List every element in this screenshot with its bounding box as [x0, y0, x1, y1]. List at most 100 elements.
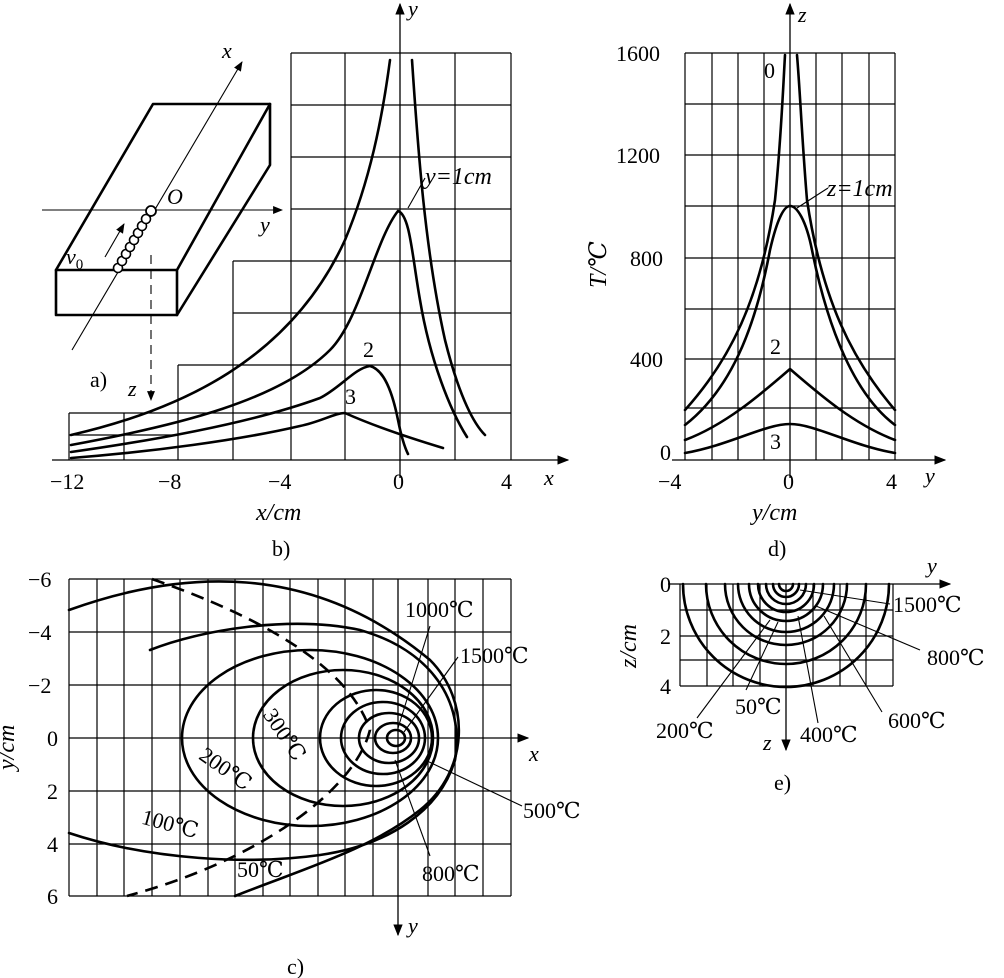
panel-e-label-1500C: 1500℃ — [893, 592, 962, 617]
panel-d-ytick-0: 0 — [660, 440, 671, 465]
isotherm-1000 — [357, 711, 421, 765]
panel-d-curve-label-2: 2 — [770, 334, 781, 359]
panel-e-isotherm-50 — [681, 582, 891, 689]
panel-b-label-leader — [407, 177, 426, 209]
panel-d-curve-label-z1: z=1cm — [826, 176, 893, 202]
panel-d-ytick-1200: 1200 — [616, 143, 660, 168]
panel-a-x-label: x — [221, 38, 232, 63]
panel-e-ylabel: z/cm — [616, 624, 642, 669]
panel-e-isotherm-a — [756, 582, 816, 614]
panel-c-dashed-locus — [126, 577, 372, 898]
panel-e-label-400C: 400℃ — [800, 722, 858, 747]
panel-c-ytick-0: 0 — [47, 726, 58, 751]
panel-e-isotherm-200 — [704, 582, 868, 666]
label-300C: 300℃ — [258, 704, 311, 766]
panel-b-xtick-4: 4 — [501, 469, 512, 494]
panel-a-x-axis — [71, 61, 243, 351]
panel-d-curve-0-left — [683, 53, 787, 412]
panel-c: 1000℃ 1500℃ 300℃ 200℃ 100℃ 50℃ 800℃ 500℃… — [0, 567, 581, 978]
panel-d-xtick-4: 4 — [886, 469, 897, 494]
leader-e-1500 — [799, 589, 891, 605]
panel-c-ytick-6: 6 — [47, 884, 58, 909]
leader-800 — [394, 759, 431, 857]
panel-b-curve-label-3: 3 — [345, 384, 356, 409]
label-1000C: 1000℃ — [405, 597, 474, 622]
panel-d-curve-z1 — [683, 204, 897, 427]
panel-b-xlabel: x/cm — [255, 500, 301, 526]
panel-d-xlabel: y/cm — [750, 500, 797, 526]
panel-d-ytick-400: 400 — [630, 347, 663, 372]
isotherm-200 — [180, 648, 440, 828]
panel-c-y-axis-label: y — [406, 913, 418, 938]
panel-b-curve-y0-right — [410, 58, 487, 437]
panel-b-curve-y0 — [69, 58, 392, 437]
panel-b-curve-y2 — [69, 364, 410, 456]
panel-b-x-axis-label: x — [543, 465, 554, 490]
panel-e-isotherm-core — [777, 582, 795, 593]
label-500C: 500℃ — [523, 798, 581, 823]
panel-d-ytick-1600: 1600 — [616, 41, 660, 66]
weld-bead — [112, 205, 157, 274]
panel-e-ytick-2: 2 — [660, 624, 671, 649]
panel-e-z-axis-label: z — [762, 730, 772, 755]
panel-c-ytick-2: 2 — [47, 779, 58, 804]
panel-d-y-axis-label: y — [923, 463, 935, 488]
panel-d-ylabel: T/℃ — [586, 241, 612, 288]
panel-d-ytick-800: 800 — [630, 246, 663, 271]
label-50C: 50℃ — [237, 857, 284, 882]
panel-e-label-800C: 800℃ — [927, 645, 985, 670]
panel-d: 0 z=1cm 2 3 1600 1200 800 400 0 −4 0 4 T… — [586, 2, 947, 561]
label-1500C: 1500℃ — [460, 643, 529, 668]
label-800C: 800℃ — [422, 861, 480, 886]
panel-e-isotherm-b — [764, 582, 808, 606]
panel-d-z-axis-label: z — [797, 2, 807, 27]
panel-b-xtick-m4: −4 — [268, 469, 291, 494]
panel-d-xtick-m4: −4 — [658, 469, 681, 494]
velocity-label: v0 — [66, 244, 83, 273]
panel-b-caption: b) — [272, 536, 290, 561]
panel-e-label-600C: 600℃ — [888, 708, 946, 733]
leader-e-50 — [745, 621, 779, 691]
leader-e-200 — [696, 619, 771, 719]
panel-e-caption: e) — [774, 770, 791, 795]
panel-a-z-label: z — [127, 376, 137, 401]
leader-e-800 — [815, 605, 921, 651]
isotherm-1500-inner — [385, 728, 407, 748]
panel-a: x y O z v0 a) — [42, 38, 283, 401]
isotherm-800 — [339, 700, 427, 776]
panel-b: y=1cm 2 3 −12 −8 −4 0 4 x y x/cm b) — [50, 0, 570, 561]
panel-b-curve-y3 — [69, 411, 445, 460]
panel-a-origin-label: O — [167, 184, 183, 209]
panel-b-curve-label-2: 2 — [363, 337, 374, 362]
workpiece-block — [54, 102, 272, 317]
isotherm-1500-outer — [373, 721, 413, 755]
panel-e-isotherm-600 — [736, 582, 836, 634]
panel-b-xtick-m12: −12 — [50, 469, 84, 494]
panel-d-xtick-0: 0 — [783, 469, 794, 494]
panel-d-curve-0-right — [795, 53, 897, 412]
panel-e-y-axis-label: y — [925, 553, 937, 578]
leader-1000 — [397, 625, 431, 729]
velocity-arrow — [104, 223, 125, 258]
panel-d-curve-label-0: 0 — [764, 58, 775, 83]
leader-500 — [424, 759, 523, 807]
panel-a-caption: a) — [90, 367, 107, 392]
panel-e-isotherm-1500 — [771, 582, 801, 599]
panel-e: 1500℃ 800℃ 600℃ 200℃ 50℃ 400℃ 0 2 4 z/cm… — [616, 553, 985, 795]
panel-c-ytick-m6: −6 — [28, 567, 51, 592]
isotherm-50 — [67, 580, 461, 898]
panel-d-caption: d) — [768, 536, 786, 561]
leader-1500 — [403, 656, 459, 733]
panel-d-curve-label-3: 3 — [770, 429, 781, 454]
panel-b-curve-label-y1: y=1cm — [423, 164, 492, 190]
panel-d-label-leader — [796, 187, 829, 209]
panel-d-curve-z3 — [683, 422, 897, 455]
panel-d-curve-z2 — [683, 367, 897, 442]
panel-c-ylabel: y/cm — [0, 725, 20, 772]
isotherm-500 — [318, 688, 434, 788]
panel-a-y-label: y — [258, 212, 270, 237]
panel-c-ytick-m4: −4 — [28, 620, 51, 645]
panel-e-isotherm-800 — [747, 582, 825, 623]
panel-e-ytick-4: 4 — [660, 674, 671, 699]
